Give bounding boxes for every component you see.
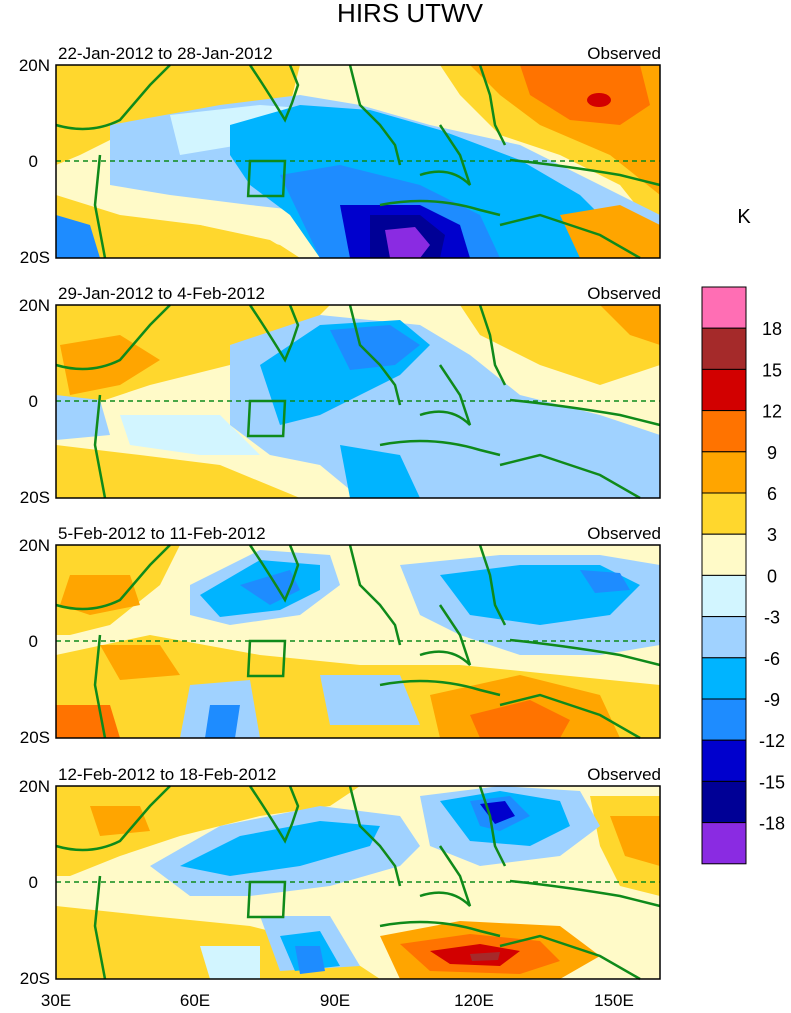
- panel-4: 12-Feb-2012 to 18-Feb-2012 Observed: [19, 765, 661, 988]
- panel-4-lat-20n: 20N: [19, 777, 50, 796]
- colorbar-swatch: [701, 410, 747, 453]
- colorbar-tick-label: 6: [767, 484, 777, 504]
- panel-3-lat-20n: 20N: [19, 536, 50, 555]
- colorbar-swatch: [701, 780, 747, 824]
- panel-4-date-label: 12-Feb-2012 to 18-Feb-2012: [58, 765, 276, 784]
- panel-1-target-box: [246, 159, 287, 198]
- colorbar-unit-label: K: [737, 206, 751, 228]
- lon-label-60e: 60E: [180, 991, 210, 1010]
- colorbar-swatch: [701, 657, 747, 700]
- panel-4-observed-label: Observed: [587, 765, 661, 784]
- panel-3-frame: [55, 544, 661, 739]
- panel-1-lat-20n: 20N: [19, 56, 50, 75]
- panel-3-lat-0: 0: [29, 632, 38, 651]
- colorbar-tick-label: -18: [759, 814, 785, 834]
- colorbar-tick-label: -15: [759, 772, 785, 792]
- panel-1-lat-0: 0: [29, 152, 38, 171]
- colorbar-swatch: [701, 616, 747, 659]
- colorbar-swatch: [701, 492, 747, 535]
- panel-2-frame: [55, 304, 661, 499]
- colorbar-swatch: [701, 368, 747, 412]
- panel-3-target-box: [246, 639, 287, 678]
- colorbar-tick-label: 12: [762, 402, 782, 422]
- colorbar-swatch: [701, 286, 747, 329]
- panel-2-coastlines: [55, 304, 661, 500]
- colorbar-swatch: [701, 739, 747, 782]
- colorbar-tick-label: 15: [762, 360, 782, 380]
- panel-4-coastlines: [55, 785, 661, 981]
- panel-1-observed-label: Observed: [587, 44, 661, 63]
- colorbar-swatch: [701, 822, 747, 865]
- lon-label-90e: 90E: [320, 991, 350, 1010]
- colorbar-tick-label: 0: [767, 566, 777, 586]
- panel-1-date-label: 22-Jan-2012 to 28-Jan-2012: [58, 44, 273, 63]
- panel-2-lat-20s: 20S: [20, 488, 50, 507]
- colorbar-swatch: [701, 533, 747, 576]
- longitude-axis: 30E 60E 90E 120E 150E: [41, 991, 634, 1010]
- lon-label-150e: 150E: [594, 991, 634, 1010]
- colorbar-swatch: [701, 574, 747, 618]
- panel-3-coastlines: [55, 544, 661, 740]
- colorbar-tick-labels: 18 15 12 9 6 3 0 -3 -6 -9 -12 -15 -18: [759, 319, 785, 833]
- lon-label-30e: 30E: [41, 991, 71, 1010]
- panel-2-date-label: 29-Jan-2012 to 4-Feb-2012: [58, 284, 265, 303]
- panel-4-lat-20s: 20S: [20, 969, 50, 988]
- panel-2-lat-0: 0: [29, 392, 38, 411]
- panel-3-date-label: 5-Feb-2012 to 11-Feb-2012: [58, 524, 266, 543]
- colorbar-tick-label: -6: [764, 649, 780, 669]
- panel-2-observed-label: Observed: [587, 284, 661, 303]
- panel-1-coastlines: [55, 64, 661, 260]
- panel-4-lat-0: 0: [29, 873, 38, 892]
- lon-label-120e: 120E: [454, 991, 494, 1010]
- colorbar-tick-label: -9: [764, 690, 780, 710]
- panel-1-lat-20s: 20S: [20, 248, 50, 267]
- colorbar-tick-label: 18: [762, 319, 782, 339]
- panel-4-target-box: [246, 880, 287, 919]
- figure-title: HIRS UTWV: [337, 0, 484, 28]
- panel-1-frame: [55, 64, 661, 259]
- colorbar-swatch: [701, 451, 747, 494]
- panel-4-frame: [55, 785, 661, 980]
- colorbar-tick-label: 3: [767, 525, 777, 545]
- panel-2-lat-20n: 20N: [19, 296, 50, 315]
- panel-3-lat-20s: 20S: [20, 728, 50, 747]
- colorbar-swatch: [701, 698, 747, 741]
- colorbar: K 18 15 12 9 6 3 0 -3 -6 -9 -12 -15 -18: [701, 206, 785, 865]
- panel-2-target-box: [246, 399, 287, 438]
- colorbar-tick-label: -3: [764, 608, 780, 628]
- colorbar-tick-label: 9: [767, 443, 777, 463]
- panel-1: 22-Jan-2012 to 28-Jan-2012 Observed: [19, 44, 661, 267]
- colorbar-swatch: [701, 327, 747, 370]
- colorbar-tick-label: -12: [759, 731, 785, 751]
- panel-3: 5-Feb-2012 to 11-Feb-2012 Observed: [19, 524, 661, 747]
- colorbar-swatches: [701, 286, 747, 865]
- panel-3-observed-label: Observed: [587, 524, 661, 543]
- panel-2: 29-Jan-2012 to 4-Feb-2012 Observed: [19, 284, 661, 507]
